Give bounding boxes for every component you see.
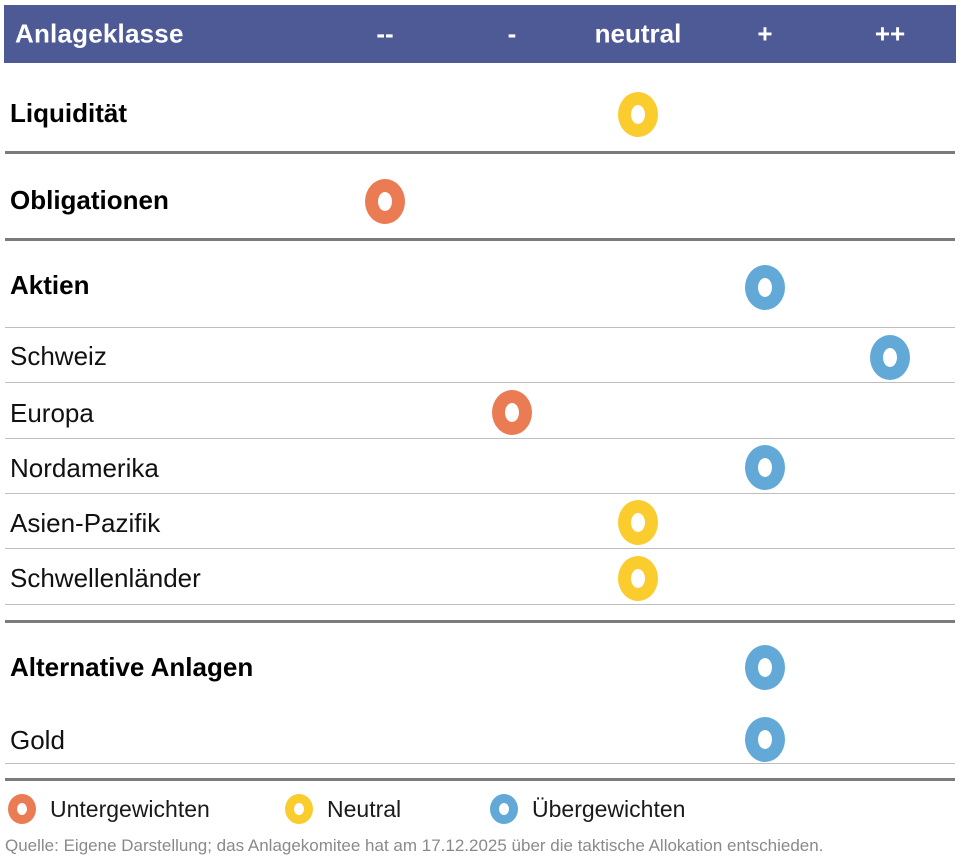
table-row: Obligationen xyxy=(0,156,960,240)
table-row: Aktien xyxy=(0,243,960,327)
row-label: Schweiz xyxy=(10,341,107,371)
legend-item-overweight: Übergewichten xyxy=(490,788,685,830)
legend-label: Untergewichten xyxy=(50,795,210,822)
legend-item-underweight: Untergewichten xyxy=(8,788,210,830)
column-header-minus-minus: -- xyxy=(376,18,394,49)
section-divider xyxy=(5,620,955,623)
allocation-dot-overweight-icon xyxy=(745,645,785,690)
neutral-dot-icon xyxy=(285,794,313,824)
table-row: Schwellenländer xyxy=(0,548,960,604)
allocation-dot-overweight-icon xyxy=(870,335,910,380)
allocation-dot-overweight-icon xyxy=(745,717,785,762)
row-divider xyxy=(5,438,955,439)
section-divider xyxy=(5,778,955,781)
row-label: Europa xyxy=(10,397,94,428)
source-note: Quelle: Eigene Darstellung; das Anlageko… xyxy=(5,836,824,855)
row-label: Aktien xyxy=(10,269,90,300)
row-label: Gold xyxy=(10,724,65,755)
column-header-neutral: neutral xyxy=(594,18,682,49)
section-divider xyxy=(5,238,955,241)
table-row: Europa xyxy=(0,382,960,438)
row-divider xyxy=(5,493,955,494)
row-label: Obligationen xyxy=(10,184,169,215)
overweight-dot-icon xyxy=(490,794,518,824)
allocation-dot-neutral-icon xyxy=(618,92,658,137)
row-label: Schwellenländer xyxy=(10,562,201,593)
row-divider xyxy=(5,763,955,764)
column-header-plus: + xyxy=(757,18,773,49)
legend: Untergewichten Neutral Übergewichten xyxy=(0,788,960,830)
legend-label: Neutral xyxy=(327,795,402,822)
row-divider xyxy=(5,548,955,549)
legend-item-neutral: Neutral xyxy=(285,788,401,830)
legend-label: Übergewichten xyxy=(532,795,686,822)
allocation-dot-overweight-icon xyxy=(745,265,785,310)
row-label: Alternative Anlagen xyxy=(10,651,254,682)
row-divider xyxy=(5,382,955,383)
table-header-row: Anlageklasse -- - neutral + ++ xyxy=(4,5,956,63)
table-row: Alternative Anlagen xyxy=(0,621,960,708)
table-row: Liquidität xyxy=(0,63,960,153)
row-divider xyxy=(5,604,955,605)
section-divider xyxy=(5,151,955,154)
table-row: Asien-Pazifik xyxy=(0,493,960,548)
allocation-dot-overweight-icon xyxy=(745,445,785,490)
row-label: Liquidität xyxy=(10,97,127,128)
allocation-dot-neutral-icon xyxy=(618,500,658,545)
row-divider xyxy=(5,327,955,328)
table-row: Schweiz xyxy=(0,327,960,382)
row-label: Asien-Pazifik xyxy=(10,507,161,538)
allocation-dot-underweight-icon xyxy=(492,390,532,435)
allocation-dot-neutral-icon xyxy=(618,556,658,601)
row-label: Nordamerika xyxy=(10,452,159,483)
column-header-minus: - xyxy=(507,18,517,49)
table-row: Nordamerika xyxy=(0,438,960,493)
underweight-dot-icon xyxy=(8,794,36,824)
table-title: Anlageklasse xyxy=(15,18,184,49)
allocation-dot-underweight-icon xyxy=(365,179,405,224)
column-header-plus-plus: ++ xyxy=(874,18,906,49)
table-row: Gold xyxy=(0,708,960,763)
